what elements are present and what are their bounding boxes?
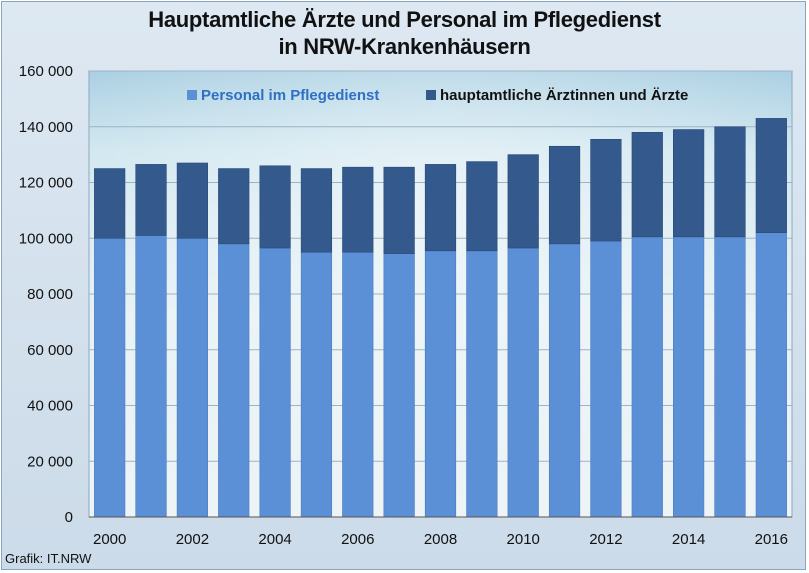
bar-aerzte-2003 (218, 168, 250, 245)
bar-aerzte-2001 (135, 164, 167, 236)
y-tick-label: 0 (65, 509, 73, 526)
y-tick-label: 160 000 (19, 63, 73, 80)
bar-pflegedienst-2007 (383, 253, 415, 518)
bar-aerzte-2015 (714, 126, 746, 238)
bar-pflegedienst-2009 (466, 250, 498, 518)
legend-item-aerzte-swatch (426, 90, 436, 100)
bar-pflegedienst-2004 (259, 247, 291, 518)
y-tick-label: 120 000 (19, 175, 73, 192)
bar-aerzte-2008 (424, 164, 457, 252)
bar-aerzte-2009 (466, 161, 498, 252)
y-tick-label: 20 000 (27, 453, 73, 470)
y-tick-label: 100 000 (19, 230, 73, 247)
x-tick-label: 2016 (755, 531, 788, 548)
y-tick-label: 140 000 (19, 119, 73, 136)
bar-pflegedienst-2012 (590, 240, 622, 518)
bar-pflegedienst-2011 (548, 243, 581, 518)
bar-aerzte-2011 (548, 145, 581, 245)
chart-title: Hauptamtliche Ärzte und Personal im Pfle… (0, 6, 809, 60)
bars (94, 118, 787, 518)
bar-aerzte-2007 (383, 166, 415, 254)
y-tick-label: 60 000 (27, 342, 73, 359)
bar-aerzte-2005 (300, 168, 333, 253)
x-tick-label: 2000 (93, 531, 126, 548)
bar-pflegedienst-2003 (218, 243, 250, 518)
y-tick-label: 80 000 (27, 286, 73, 303)
x-tick-label: 2006 (341, 531, 374, 548)
bar-aerzte-2002 (176, 162, 208, 239)
y-axis-labels: 0 20 000 40 000 60 000 80 000 100 000 120 000 1… (19, 63, 73, 526)
legend-item-pflegedienst-swatch (187, 90, 197, 100)
legend-item-pflegedienst-label: Personal im Pflegedienst (201, 87, 379, 104)
source-note: Grafik: IT.NRW (5, 551, 92, 566)
bar-aerzte-2010 (507, 154, 539, 249)
x-tick-label: 2014 (672, 531, 705, 548)
bar-pflegedienst-2016 (755, 232, 787, 518)
x-tick-label: 2002 (176, 531, 209, 548)
legend-item-aerzte-label: hauptamtliche Ärztinnen und Ärzte (440, 87, 688, 104)
bar-pflegedienst-2014 (673, 236, 705, 518)
y-tick-label: 40 000 (27, 398, 73, 415)
bar-aerzte-2014 (673, 129, 705, 238)
x-tick-label: 2010 (507, 531, 540, 548)
x-axis-labels: 2000 2002 2004 2006 2008 2010 2012 2014 2016 (93, 531, 788, 548)
x-tick-label: 2004 (258, 531, 291, 548)
bar-pflegedienst-2013 (631, 236, 663, 518)
legend: Personal im Pflegedienst hauptamtliche Är… (187, 87, 688, 104)
bar-pflegedienst-2006 (342, 251, 374, 518)
bar-pflegedienst-2005 (300, 251, 333, 518)
bar-pflegedienst-2002 (176, 237, 208, 518)
bar-aerzte-2000 (94, 168, 126, 239)
bar-aerzte-2013 (631, 132, 663, 238)
bar-aerzte-2016 (755, 118, 787, 233)
bar-pflegedienst-2001 (135, 235, 167, 518)
chart-title-line1: Hauptamtliche Ärzte und Personal im Pfle… (148, 7, 661, 32)
bar-aerzte-2012 (590, 138, 622, 242)
bar-pflegedienst-2010 (507, 247, 539, 518)
bar-pflegedienst-2008 (424, 250, 457, 518)
bar-aerzte-2006 (342, 166, 374, 253)
chart-title-line2: in NRW-Krankenhäusern (278, 34, 531, 59)
x-tick-label: 2012 (589, 531, 622, 548)
x-tick-label: 2008 (424, 531, 457, 548)
bar-aerzte-2004 (259, 165, 291, 249)
bar-pflegedienst-2015 (714, 236, 746, 518)
bar-pflegedienst-2000 (94, 237, 126, 518)
